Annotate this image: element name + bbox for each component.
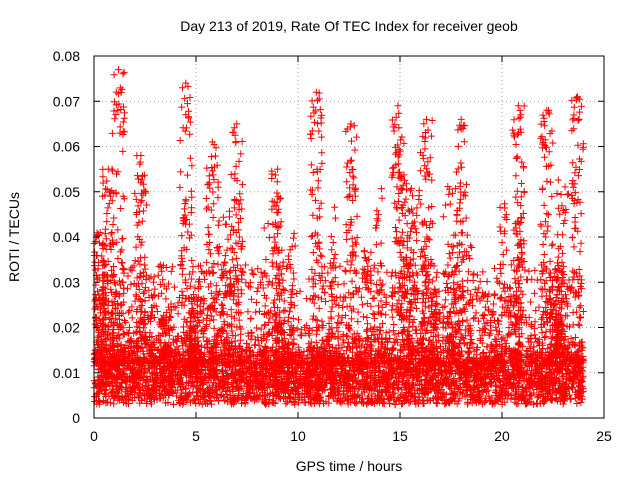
data-point (100, 390, 108, 398)
data-point (573, 399, 581, 407)
data-point (190, 396, 198, 404)
chart-title: Day 213 of 2019, Rate Of TEC Index for r… (180, 18, 518, 34)
data-point (344, 338, 352, 346)
data-point (208, 400, 216, 408)
data-point (220, 383, 228, 391)
data-point (567, 335, 575, 343)
data-point (554, 397, 562, 405)
data-points-layer (90, 66, 587, 408)
data-point (295, 343, 303, 351)
data-point (356, 384, 364, 392)
